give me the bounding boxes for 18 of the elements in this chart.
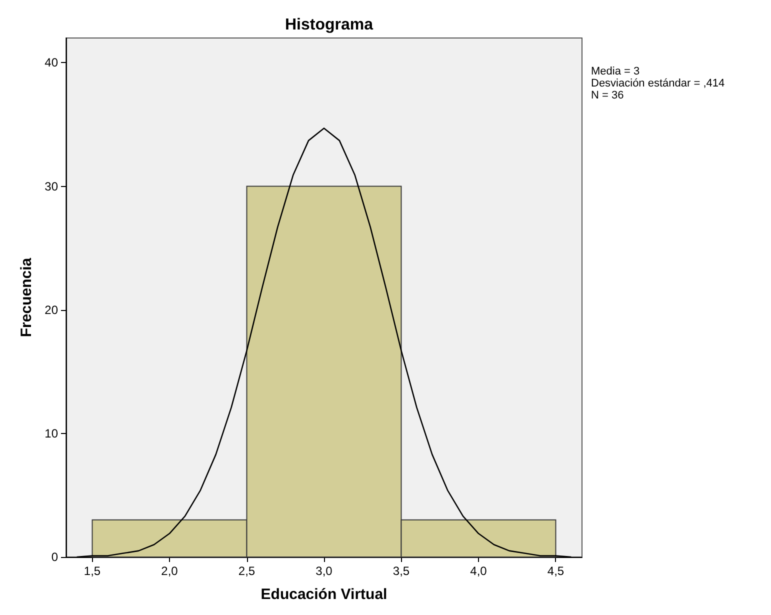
y-tick-label: 10 — [44, 426, 58, 440]
y-tick-label: 0 — [51, 550, 58, 564]
x-tick-label: 3,5 — [392, 564, 410, 578]
x-tick-label: 4,5 — [547, 564, 564, 578]
y-tick-label: 40 — [44, 56, 58, 70]
text: Media = 3 — [591, 66, 640, 78]
x-tick-label: 2,0 — [161, 564, 178, 578]
x-tick-label: 1,5 — [84, 564, 101, 578]
chart-title: Histograma — [284, 16, 374, 34]
text: Desviación estándar = ,414 — [591, 78, 725, 90]
y-tick-label: 20 — [44, 302, 58, 317]
x-axis-title: Educación Virtual — [260, 586, 388, 603]
x-tick-label: 3,0 — [316, 564, 333, 578]
y-tick-label: 30 — [44, 179, 58, 194]
x-tick-label: 2,5 — [238, 564, 256, 578]
x-tick-label: 4,0 — [470, 564, 488, 578]
text: N = 36 — [591, 90, 624, 102]
y-axis-title: Frecuencia — [18, 257, 35, 338]
